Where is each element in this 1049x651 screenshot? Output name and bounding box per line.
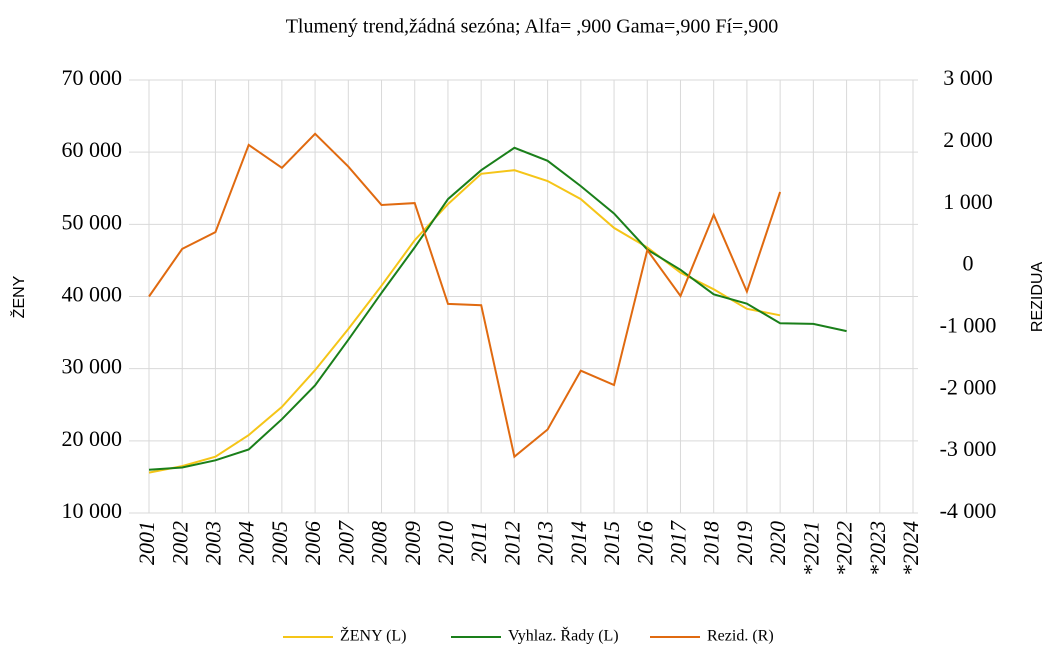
x-tick-label: 2007 bbox=[333, 520, 358, 565]
x-tick-label: 2018 bbox=[699, 521, 724, 565]
x-tick-label: 2011 bbox=[466, 521, 491, 563]
x-tick-label: 2016 bbox=[632, 521, 657, 565]
x-tick-label: 2014 bbox=[566, 521, 591, 565]
series-line bbox=[148, 146, 847, 471]
legend: ŽENY (L) Vyhlaz. Řady (L) Rezid. (R) bbox=[283, 626, 774, 645]
y-axis-title: ŽENY bbox=[9, 275, 28, 318]
legend-label: Vyhlaz. Řady (L) bbox=[508, 626, 619, 645]
x-tick-label: 2020 bbox=[765, 521, 790, 565]
y2-tick-label: 3 000 bbox=[943, 65, 993, 90]
legend-label: Rezid. (R) bbox=[707, 628, 774, 645]
chart-title: Tlumený trend,žádná sezóna; Alfa= ,900 G… bbox=[286, 16, 779, 38]
y2-tick-label: -4 000 bbox=[940, 498, 997, 523]
y-tick-label: 40 000 bbox=[62, 282, 123, 307]
y-tick-label: 10 000 bbox=[62, 498, 123, 523]
x-tick-label: 2001 bbox=[134, 521, 159, 565]
series-line bbox=[148, 132, 782, 459]
y2-tick-label: 1 000 bbox=[943, 189, 993, 214]
y2-tick-label: -1 000 bbox=[940, 312, 997, 337]
x-tick-label: 2013 bbox=[533, 521, 558, 565]
y2-tick-label: -3 000 bbox=[940, 436, 997, 461]
x-tick-label: *2022 bbox=[832, 521, 857, 576]
x-tick-label: *2024 bbox=[898, 521, 923, 576]
y-tick-label: 70 000 bbox=[62, 65, 123, 90]
plot-area bbox=[129, 79, 918, 514]
x-tick-label: 2008 bbox=[367, 521, 392, 565]
x-tick-label: 2006 bbox=[300, 521, 325, 565]
x-tick-label: *2021 bbox=[798, 521, 823, 576]
series-line bbox=[148, 169, 781, 474]
x-tick-label: 2003 bbox=[200, 521, 225, 565]
x-tick-label: 2012 bbox=[499, 521, 524, 565]
x-tick-label: 2015 bbox=[599, 521, 624, 565]
y-tick-label: 60 000 bbox=[62, 137, 123, 162]
x-tick-label: *2023 bbox=[865, 521, 890, 576]
legend-label: ŽENY (L) bbox=[340, 626, 407, 645]
y-tick-label: 30 000 bbox=[62, 354, 123, 379]
y-tick-label: 20 000 bbox=[62, 426, 123, 451]
x-tick-label: 2019 bbox=[732, 521, 757, 565]
y2-tick-label: 0 bbox=[963, 251, 974, 276]
y-tick-label: 50 000 bbox=[62, 209, 123, 234]
y2-tick-label: 2 000 bbox=[943, 127, 993, 152]
x-tick-label: 2017 bbox=[666, 520, 691, 565]
x-tick-label: 2005 bbox=[267, 521, 292, 565]
y2-tick-label: -2 000 bbox=[940, 374, 997, 399]
x-tick-label: 2009 bbox=[400, 521, 425, 565]
y2-axis-title: REZIDUA bbox=[1029, 262, 1046, 333]
x-tick-label: 2004 bbox=[234, 521, 259, 565]
x-tick-label: 2010 bbox=[433, 521, 458, 565]
x-tick-label: 2002 bbox=[167, 521, 192, 565]
